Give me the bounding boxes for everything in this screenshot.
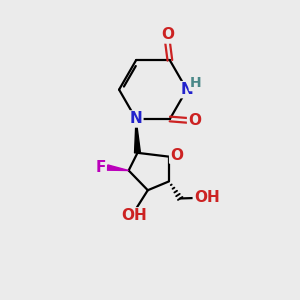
Text: H: H — [190, 76, 202, 90]
Text: OH: OH — [122, 208, 147, 223]
Text: N: N — [130, 112, 142, 127]
Text: O: O — [161, 28, 174, 43]
Text: N: N — [180, 82, 193, 97]
Polygon shape — [107, 165, 129, 170]
Text: O: O — [170, 148, 183, 163]
Text: OH: OH — [194, 190, 220, 206]
Polygon shape — [134, 119, 140, 153]
Text: O: O — [188, 113, 201, 128]
Text: F: F — [95, 160, 106, 175]
